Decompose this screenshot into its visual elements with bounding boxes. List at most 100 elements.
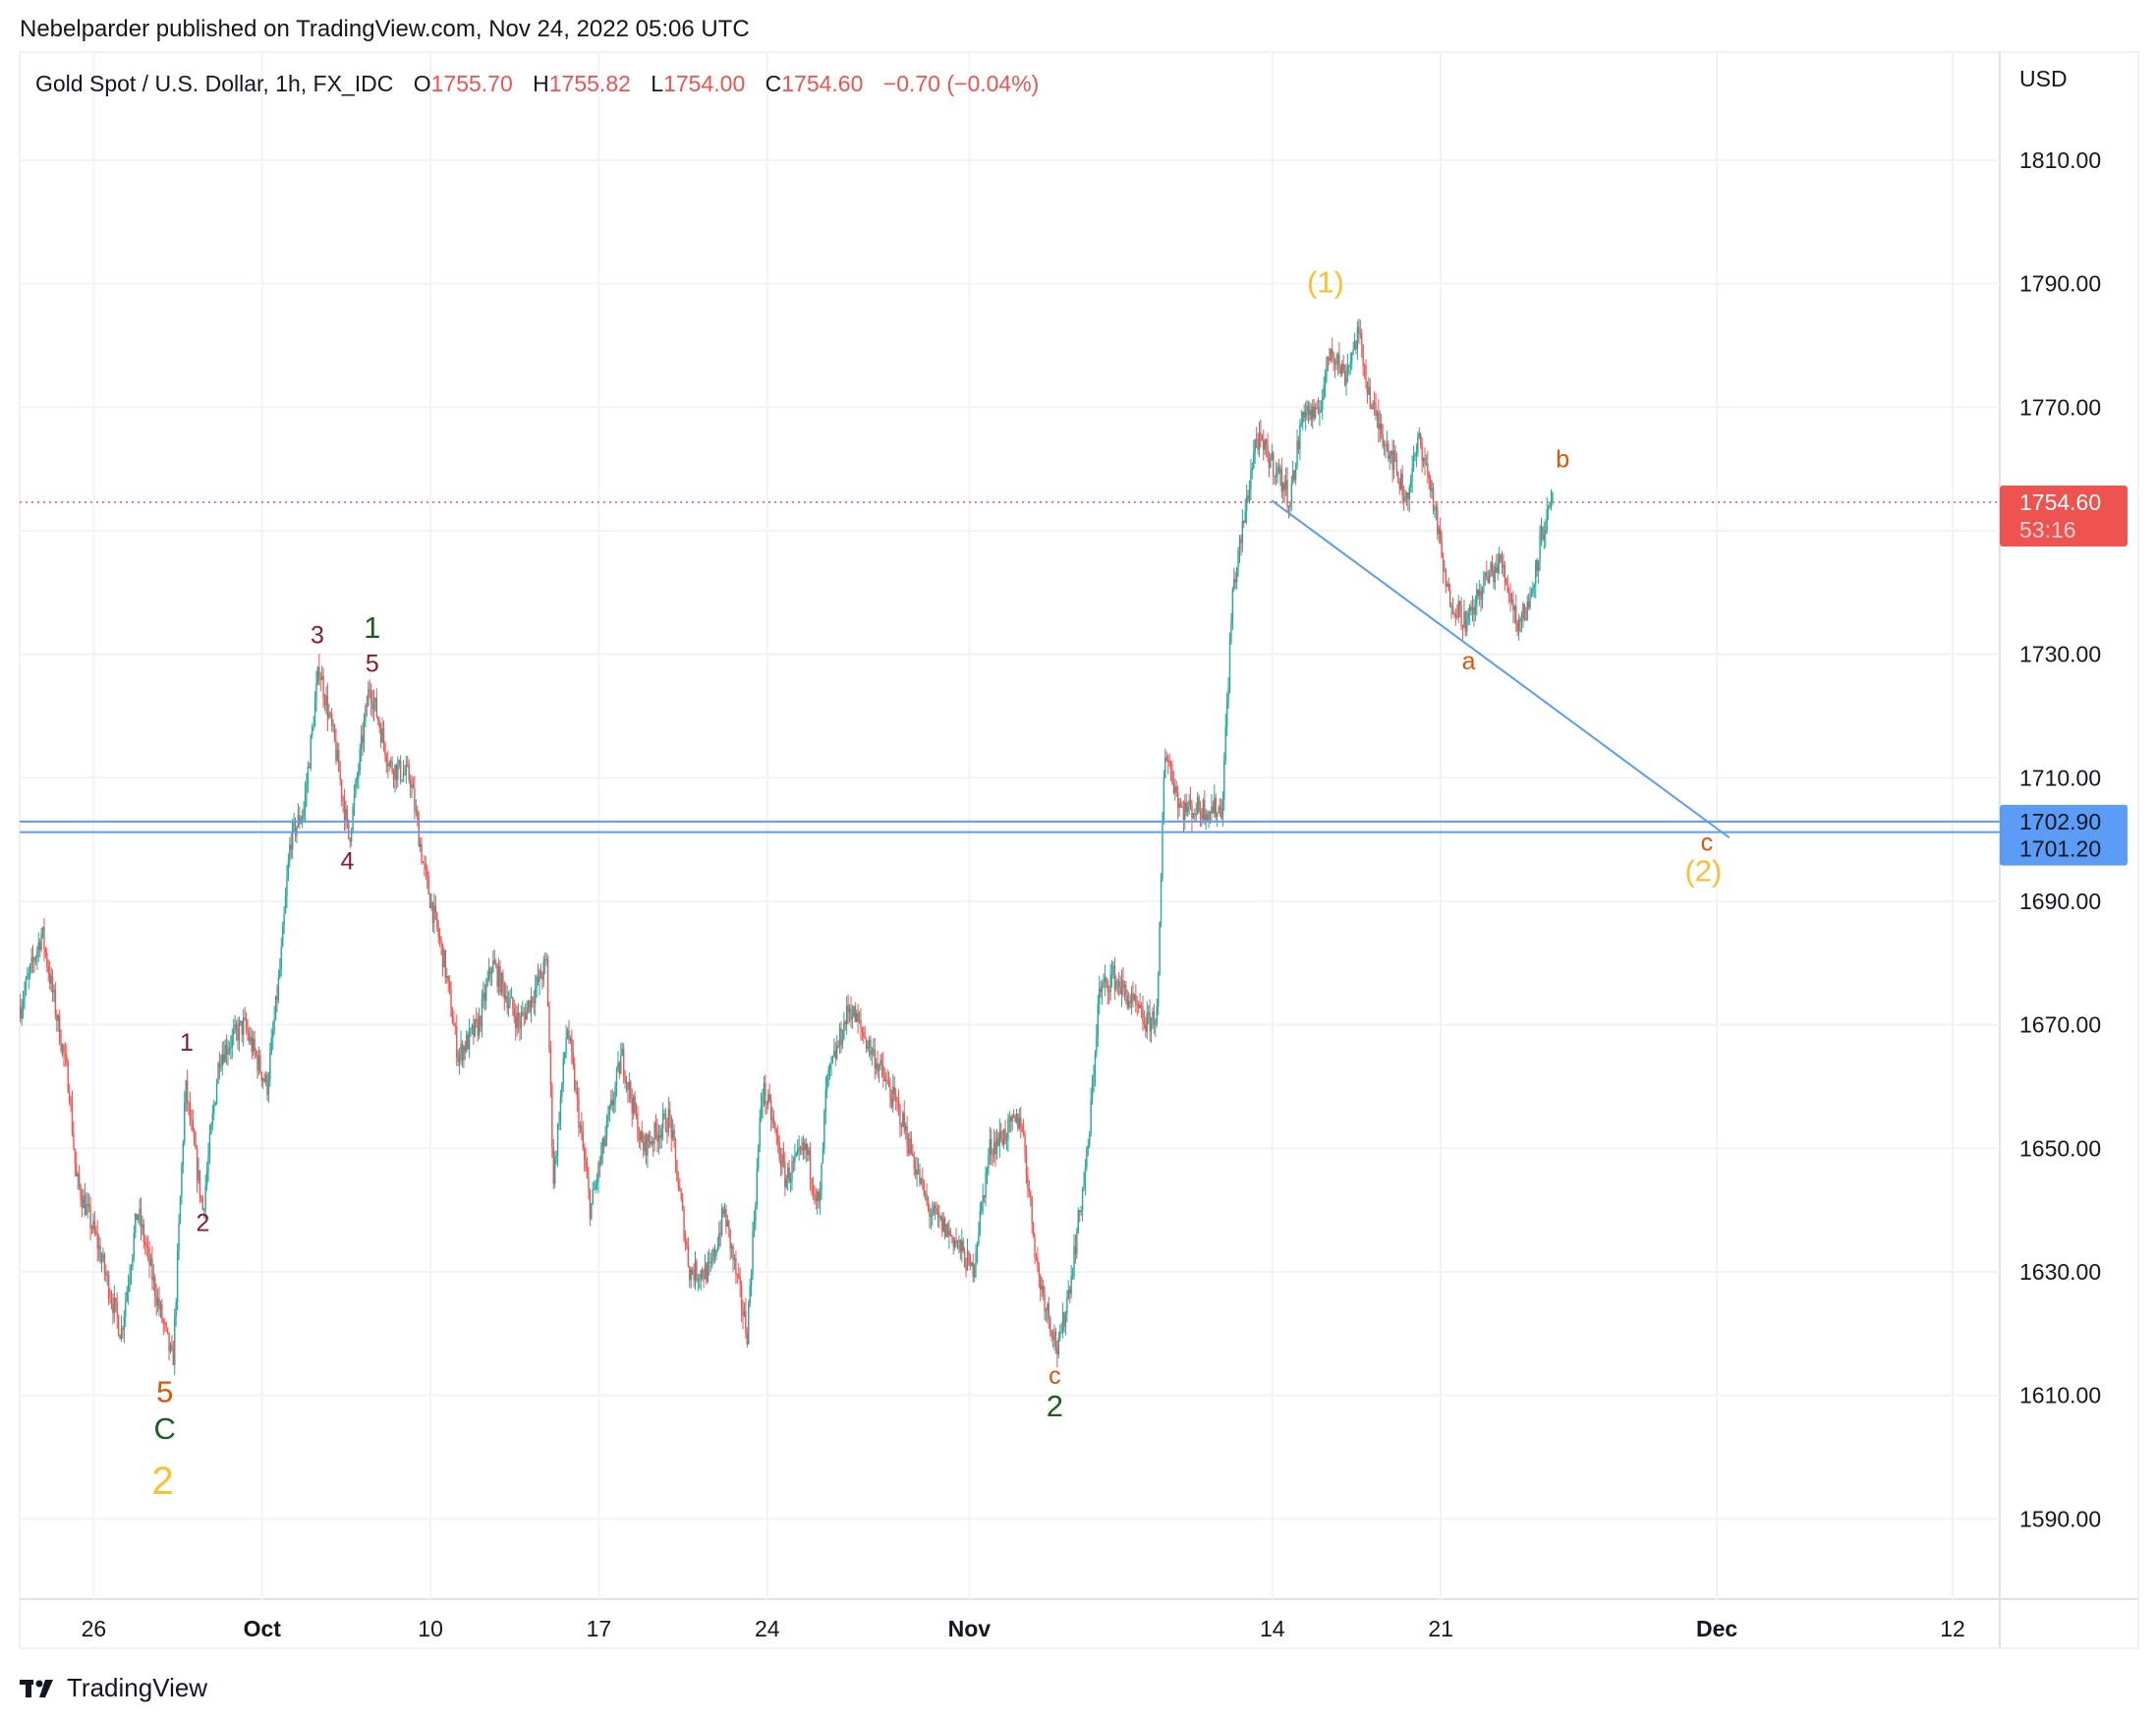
candle-body — [1458, 601, 1461, 605]
candle-body — [549, 1048, 552, 1086]
candle-body — [642, 1142, 645, 1152]
candle-body — [861, 1027, 864, 1033]
candle-body — [535, 987, 537, 1004]
candle-body — [1174, 786, 1176, 793]
candle-body — [1504, 564, 1506, 579]
candle-body — [982, 1195, 984, 1202]
candle-body — [1032, 1223, 1035, 1237]
candle-body — [402, 773, 405, 780]
candle-body — [276, 996, 278, 1001]
candle-body — [1201, 814, 1203, 820]
candle-body — [1038, 1267, 1041, 1276]
wave-label: (1) — [1307, 264, 1344, 299]
candle-body — [1061, 1311, 1064, 1333]
candle-body — [510, 997, 513, 999]
candle-body — [926, 1194, 928, 1201]
candle-body — [1146, 1012, 1148, 1032]
candle-body — [266, 1074, 268, 1095]
candle-body — [637, 1114, 639, 1140]
candle-body — [217, 1062, 219, 1084]
candle-body — [1412, 456, 1415, 468]
x-tick-label: Oct — [244, 1616, 282, 1641]
candle-body — [706, 1264, 708, 1282]
candle-body — [605, 1119, 608, 1136]
candle-body — [146, 1246, 149, 1248]
candle-body — [332, 724, 334, 726]
candle-body — [86, 1204, 88, 1206]
candle-body — [883, 1075, 885, 1082]
candle-body — [369, 690, 372, 704]
candle-body — [1345, 373, 1347, 385]
candle-body — [1348, 365, 1350, 368]
candle-body — [301, 815, 304, 821]
candle-body — [85, 1204, 87, 1215]
candle-body — [647, 1134, 649, 1157]
candle-body — [1535, 559, 1537, 586]
candle-body — [572, 1051, 574, 1064]
candle-body — [794, 1156, 796, 1163]
candle-body — [256, 1055, 258, 1070]
symbol-title[interactable]: Gold Spot / U.S. Dollar, 1h, FX_IDC — [35, 71, 394, 96]
candle-body — [914, 1169, 917, 1176]
candle-body — [129, 1276, 131, 1286]
candle-body — [260, 1071, 262, 1081]
candle-body — [1397, 471, 1399, 483]
candle-body — [1184, 802, 1186, 820]
candle-body — [614, 1085, 616, 1101]
candle-body — [103, 1254, 106, 1273]
candle-body — [1381, 423, 1383, 434]
candle-body — [1113, 965, 1116, 990]
candle-body — [1476, 589, 1478, 606]
candle-body — [1312, 406, 1314, 420]
candle-body — [1001, 1138, 1003, 1145]
candle-body — [840, 1028, 842, 1045]
candle-body — [471, 1025, 474, 1029]
y-tick-label: 1650.00 — [2019, 1135, 2101, 1161]
candle-body — [192, 1120, 195, 1130]
candle-body — [1300, 423, 1303, 425]
y-tick-label: 1670.00 — [2019, 1012, 2101, 1038]
candle-body — [1268, 457, 1271, 469]
candle-body — [1273, 452, 1275, 476]
candle-body — [1199, 811, 1202, 815]
candle-body — [1385, 444, 1387, 446]
candle-body — [811, 1178, 813, 1184]
wave-label: a — [1462, 648, 1476, 675]
candle-body — [96, 1233, 98, 1249]
candle-body — [323, 698, 326, 706]
candle-body — [886, 1079, 888, 1081]
candle-body — [991, 1139, 993, 1155]
candle-body — [257, 1055, 260, 1070]
candle-body — [405, 765, 408, 775]
candle-body — [988, 1155, 990, 1169]
candle-body — [775, 1129, 778, 1136]
candle-body — [1218, 806, 1220, 814]
candle-body — [738, 1274, 740, 1278]
candle-body — [60, 1043, 62, 1052]
candle-body — [1464, 611, 1467, 632]
candle-body — [1379, 423, 1381, 430]
candle-body — [1275, 472, 1277, 478]
candle-body — [1507, 593, 1510, 595]
candle-body — [899, 1106, 901, 1125]
candle-body — [1140, 1004, 1143, 1007]
candle-body — [1083, 1184, 1085, 1188]
candle-body — [621, 1049, 623, 1056]
candle-body — [329, 713, 331, 715]
candle-body — [889, 1086, 891, 1098]
footer-brand[interactable]: TradingView — [20, 1673, 207, 1703]
candle-body — [975, 1251, 977, 1267]
candle-body — [90, 1228, 93, 1230]
candle-body — [1225, 702, 1228, 727]
candle-body — [729, 1229, 731, 1249]
candle-body — [476, 1018, 478, 1020]
candle-body — [1346, 367, 1349, 373]
candle-body — [784, 1162, 786, 1187]
candle-body — [1069, 1289, 1071, 1294]
candle-body — [1414, 454, 1416, 457]
candle-body — [1457, 601, 1459, 617]
candle-body — [395, 765, 398, 780]
candle-body — [1093, 1075, 1095, 1085]
candle-body — [704, 1264, 707, 1280]
